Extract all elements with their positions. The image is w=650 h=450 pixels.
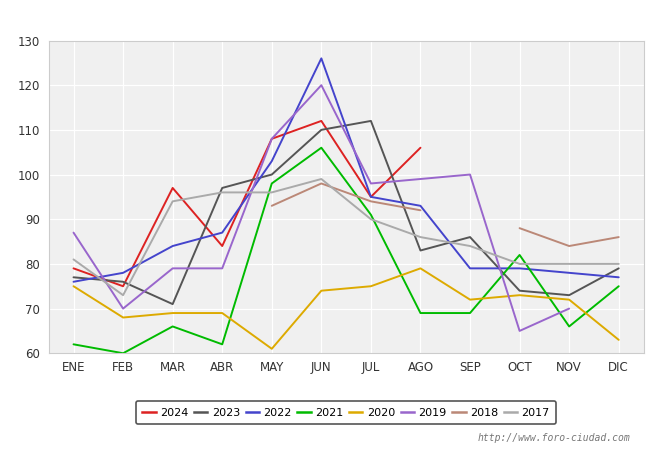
Text: http://www.foro-ciudad.com: http://www.foro-ciudad.com [478,433,630,443]
Legend: 2024, 2023, 2022, 2021, 2020, 2019, 2018, 2017: 2024, 2023, 2022, 2021, 2020, 2019, 2018… [136,401,556,424]
Text: Afiliados en Alarcón a 30/9/2024: Afiliados en Alarcón a 30/9/2024 [179,9,471,27]
